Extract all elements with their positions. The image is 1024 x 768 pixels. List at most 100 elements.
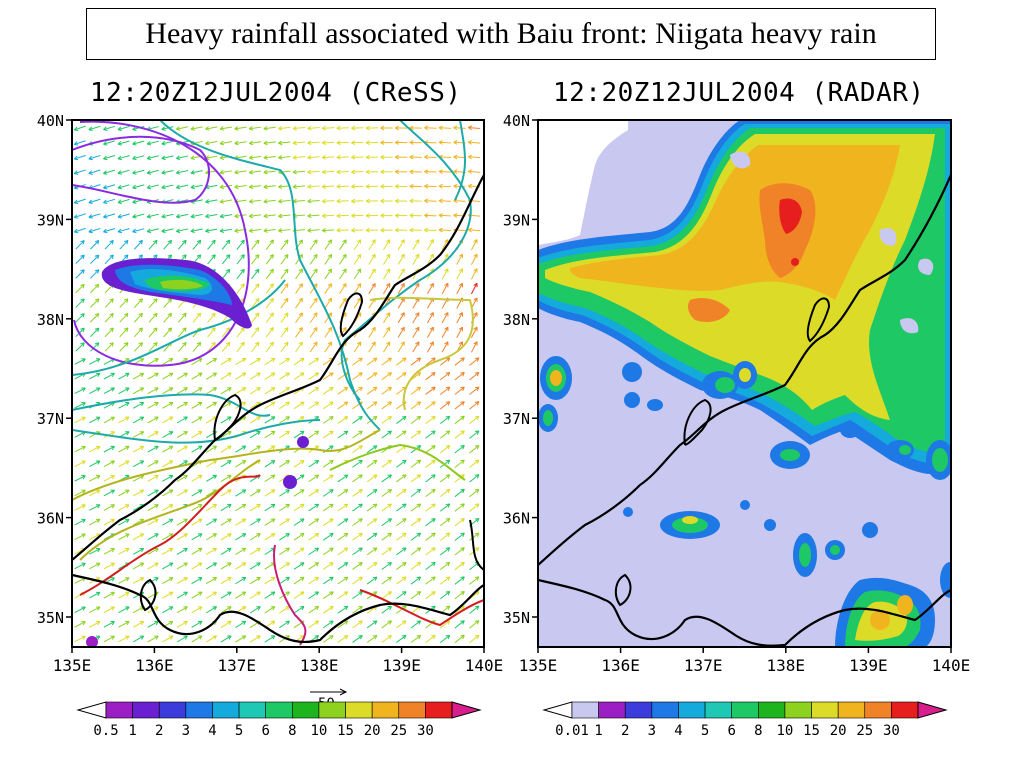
radar-colorbar-swatch: [758, 701, 786, 719]
cress-colorbar-label: 6: [261, 723, 269, 739]
radar-colorbar-label: 1: [594, 723, 602, 739]
radar-map: [537, 119, 952, 648]
coastline: [72, 174, 484, 561]
cress-lat-label: 35N: [37, 609, 64, 627]
radar-colorbar-label: 30: [883, 723, 900, 739]
cress-colorbar-label: 3: [182, 723, 190, 739]
cress-colorbar-label: 0.5: [93, 723, 118, 739]
radar-panel-title: 12:20Z12JUL2004 (RADAR): [553, 78, 925, 108]
cress-colorbar-label: 20: [364, 723, 381, 739]
land-ne: [469, 519, 484, 571]
cress-colorbar-label: 1: [128, 723, 136, 739]
axes-group: 40N 39N 38N 37N 36N 35N 135E 136E 137E 138E 139E 14…: [37, 112, 970, 675]
radar-colorbar-swatch: [731, 701, 759, 719]
radar-lat-label: 36N: [503, 510, 530, 528]
cress-lon-label: 136E: [135, 656, 174, 675]
cress-colorbar-swatch: [425, 701, 453, 719]
radar-rain-area: [538, 120, 951, 475]
radar-colorbar-label: 8: [754, 723, 762, 739]
radar-colorbar-swatch: [678, 701, 706, 719]
contour-teal-1: [159, 120, 381, 431]
radar-lat-label: 37N: [503, 410, 530, 428]
no-data-area: [538, 120, 628, 245]
cress-colorbar-swatch: [265, 701, 293, 719]
radar-colorbar-swatch: [624, 701, 653, 719]
cress-lon-label: 135E: [53, 656, 92, 675]
radar-colorbar-swatch: [651, 701, 679, 719]
radar-colorbar: 0.01 1 2 3 4 5 6 8 10 15 20 25 30: [542, 701, 948, 739]
cress-colorbar-swatch: [105, 701, 133, 719]
contour-magenta: [273, 544, 307, 646]
radar-colorbar-under-triangle: [542, 701, 573, 719]
coastline-south: [72, 573, 484, 644]
radar-colorbar-label: 10: [776, 723, 793, 739]
cress-lat-label: 39N: [37, 211, 64, 229]
radar-colorbar-label: 3: [648, 723, 656, 739]
radar-colorbar-swatch: [704, 701, 732, 719]
contour-olive-2: [79, 459, 261, 561]
radar-lon-label: 138E: [767, 656, 806, 675]
cress-colorbar-over-triangle: [451, 701, 482, 719]
colorbars-group: 0.5 1 2 3 4 5 6 8 10 15 20 25 30 0.01 1 2 3 4 5 6 8 10 15 20 25 3…: [76, 701, 948, 739]
radar-lat-label: 38N: [503, 311, 530, 329]
cress-colorbar-under-triangle: [76, 701, 107, 719]
cress-colorbar: 0.5 1 2 3 4 5 6 8 10 15 20 25 30: [76, 701, 482, 739]
radar-colorbar-label: 15: [803, 723, 820, 739]
cress-colorbar-swatch: [318, 701, 346, 719]
contour-teal-3: [72, 279, 286, 376]
contour-red-1: [79, 474, 261, 596]
cress-lat-label: 36N: [37, 510, 64, 528]
radar-lon-label: 136E: [601, 656, 640, 675]
radar-lon-label: 137E: [684, 656, 723, 675]
cress-lat-label: 38N: [37, 311, 64, 329]
radar-colorbar-label: 5: [701, 723, 709, 739]
cress-colorbar-swatch: [185, 701, 213, 719]
radar-lon-label: 140E: [932, 656, 971, 675]
cress-colorbar-label: 4: [208, 723, 216, 739]
radar-lon-label: 139E: [849, 656, 888, 675]
radar-colorbar-swatch: [598, 701, 626, 719]
contour-teal-4: [72, 419, 321, 444]
cress-colorbar-swatch: [238, 701, 266, 719]
radar-colorbar-label: 4: [674, 723, 682, 739]
cress-lat-label: 40N: [37, 112, 64, 130]
contour-teal-5: [340, 120, 472, 401]
radar-colorbar-swatch: [837, 701, 866, 719]
cress-colorbar-label: 2: [155, 723, 163, 739]
cress-panel-title: 12:20Z12JUL2004 (CReSS): [90, 78, 462, 108]
contour-red-2: [359, 589, 484, 627]
cress-colorbar-label: 25: [390, 723, 407, 739]
radar-lat-label: 40N: [503, 112, 530, 130]
slide-title: Heavy rainfall associated with Baiu fron…: [86, 8, 936, 60]
radar-colorbar-swatch: [891, 701, 919, 719]
sado-island: [806, 297, 831, 343]
radar-colorbar-swatch: [784, 701, 812, 719]
contour-teal-2: [72, 393, 271, 417]
coastline-south: [538, 578, 951, 647]
simulated-rain-band: [101, 258, 252, 329]
radar-lat-label: 39N: [503, 211, 530, 229]
cress-colorbar-swatch: [132, 701, 160, 719]
contour-olive-1: [72, 429, 381, 501]
radar-colorbar-swatch: [811, 701, 839, 719]
contour-purple-top: [72, 135, 211, 204]
radar-colorbar-label: 20: [830, 723, 847, 739]
coastline: [538, 174, 951, 566]
contour-teal-6: [454, 120, 466, 201]
radar-colorbar-swatch: [571, 701, 599, 719]
contour-olive-3: [369, 296, 474, 411]
radar-colorbar-over-triangle: [917, 701, 948, 719]
cress-colorbar-swatch: [345, 701, 373, 719]
sado-island: [339, 292, 364, 338]
cress-colorbar-swatch: [158, 701, 187, 719]
cress-colorbar-label: 8: [288, 723, 296, 739]
sw-land: [139, 578, 157, 612]
cress-lat-label: 37N: [37, 410, 64, 428]
radar-cells: [538, 356, 951, 647]
noto-peninsula: [213, 393, 242, 441]
cress-lon-label: 140E: [465, 656, 504, 675]
cress-lon-label: 139E: [382, 656, 421, 675]
cress-lon-label: 138E: [300, 656, 339, 675]
radar-colorbar-label: 6: [727, 723, 735, 739]
cress-colorbar-swatch: [371, 701, 400, 719]
